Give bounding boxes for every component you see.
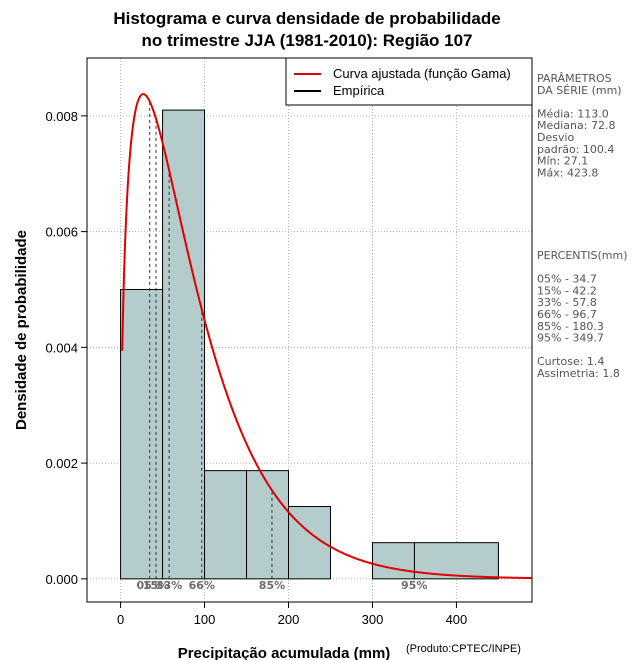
gamma-fit-curve (121, 93, 533, 580)
stats-line-1: DA SÉRIE (mm) (537, 84, 622, 97)
histogram-bar-2 (204, 470, 248, 580)
percentile-label-85: 85% (259, 579, 285, 592)
y-axis-label: Densidade de probabilidade (13, 230, 30, 430)
x-tick-label-1: 100 (194, 612, 216, 627)
percentile-label-66: 66% (189, 579, 215, 592)
stats-line-25: Assimetria: 1.8 (537, 367, 620, 380)
stats-line-17: 05% - 34.7 (537, 273, 597, 286)
credit-text: (Produto:CPTEC/INPE) (406, 643, 521, 655)
stats-line-5: Desvio (537, 131, 575, 144)
stats-line-8: Máx: 423.8 (537, 166, 598, 179)
y-axis-ticks: 0.000 0.002 0.004 0.006 0.008 (45, 109, 87, 587)
y-tick-label-0: 0.000 (45, 572, 78, 587)
x-tick-label-3: 300 (362, 612, 384, 627)
legend-box (285, 57, 533, 106)
stats-line-19: 33% - 57.8 (537, 296, 597, 309)
percentile-lines: 05%15%33% 66% 85% 95% (137, 101, 427, 592)
y-tick-label-1: 0.002 (45, 456, 78, 471)
legend: Curva ajustada (função Gama) Empírica (285, 57, 533, 106)
x-tick-label-0: 0 (117, 612, 124, 627)
y-tick-label-2: 0.004 (45, 340, 78, 355)
percentile-label-95: 95% (401, 579, 427, 592)
percentile-label-05: 05% (137, 579, 163, 592)
gamma-curve-layer (121, 93, 533, 580)
x-tick-label-2: 200 (278, 612, 300, 627)
stats-line-24: Curtose: 1.4 (537, 355, 604, 368)
chart-title-line2: no trimestre JJA (1981-2010): Região 107 (141, 31, 472, 50)
stats-line-15: PERCENTIS(mm) (537, 249, 628, 262)
stats-line-18: 15% - 42.2 (537, 284, 597, 297)
x-tick-label-4: 400 (446, 612, 468, 627)
percentile-label-33: 33% (156, 579, 182, 592)
stats-line-20: 66% - 96.7 (537, 308, 597, 321)
x-axis-ticks: 0 100 200 300 400 (117, 602, 467, 627)
legend-label-fit: Curva ajustada (função Gama) (333, 66, 511, 81)
stats-line-3: Média: 113.0 (537, 107, 609, 120)
chart-title-line1: Histograma e curva densidade de probabil… (113, 9, 500, 28)
legend-label-empirical: Empírica (333, 83, 385, 98)
stats-line-7: Mín: 27.1 (537, 155, 588, 168)
statistics-panel: PARÂMETROS DA SÉRIE (mm) Média: 113.0Medi… (537, 72, 628, 380)
histogram-bar-3 (246, 470, 290, 580)
y-tick-label-3: 0.006 (45, 225, 78, 240)
stats-line-4: Mediana: 72.8 (537, 119, 615, 132)
stats-line-21: 85% - 180.3 (537, 320, 604, 333)
stats-line-22: 95% - 349.7 (537, 332, 604, 345)
stats-line-6: padrão: 100.4 (537, 143, 614, 156)
y-tick-label-4: 0.008 (45, 109, 78, 124)
histogram-bar-6 (371, 542, 415, 580)
stats-line-0: PARÂMETROS (537, 72, 612, 85)
percentile-label-15: 15% (143, 579, 169, 592)
x-axis-label: Precipitação acumulada (mm) (178, 645, 391, 660)
